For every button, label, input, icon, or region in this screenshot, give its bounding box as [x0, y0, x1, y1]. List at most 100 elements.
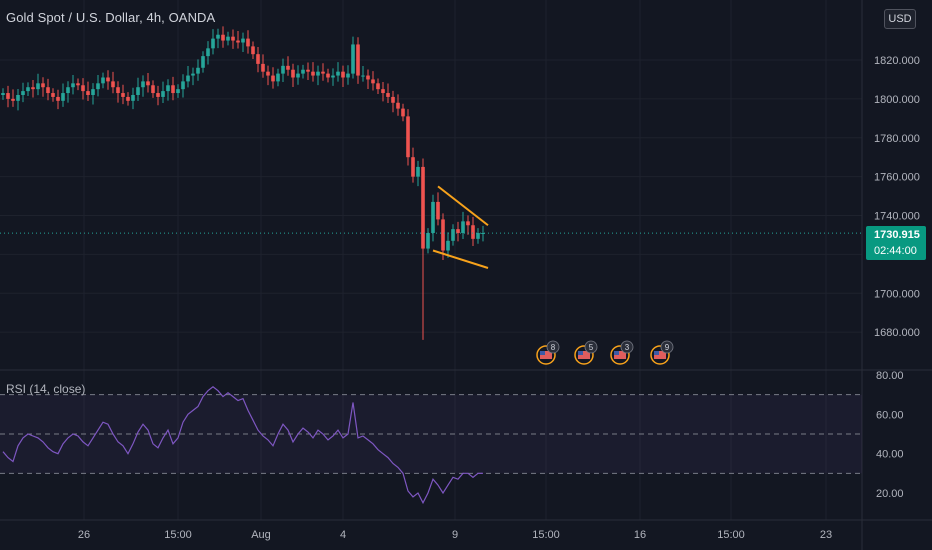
rsi-tick-label: 80.00 [876, 370, 904, 382]
flag-stripes [654, 351, 666, 359]
candle-body [451, 229, 455, 241]
candle-body [111, 81, 115, 88]
event-count-label: 5 [589, 343, 594, 352]
candle-body [231, 36, 235, 41]
candle-body [401, 108, 405, 117]
event-count-badge [546, 340, 560, 354]
event-count-label: 8 [551, 343, 556, 352]
economic-event-marker[interactable]: 8 [536, 340, 560, 365]
time-tick-label: 26 [78, 529, 90, 541]
event-count-badge [660, 340, 674, 354]
event-count-badge [584, 340, 598, 354]
last-price-badge: 1730.915 02:44:00 [866, 226, 926, 260]
candle-body [46, 87, 50, 94]
flag-canton [614, 351, 619, 355]
candle-body [256, 54, 260, 64]
event-count-badge [620, 340, 634, 354]
candle-body [266, 71, 270, 76]
time-tick-label: 9 [452, 529, 458, 541]
candle-body [441, 219, 445, 251]
candle-body [361, 75, 365, 77]
time-tick-label: 23 [820, 529, 832, 541]
candle-body [116, 87, 120, 94]
candle-body [406, 116, 410, 158]
event-count-label: 9 [665, 343, 670, 352]
candle-body [316, 71, 320, 76]
candle-body [246, 38, 250, 47]
candle-body [226, 36, 230, 41]
price-tick-label: 1680.000 [874, 327, 920, 339]
candle-body [471, 225, 475, 239]
flag-canton [654, 351, 659, 355]
candle-body [186, 75, 190, 82]
candle-body [456, 229, 460, 234]
candle-body [336, 71, 340, 76]
candle-body [216, 34, 220, 39]
candle-body [156, 93, 160, 97]
candle-body [76, 83, 80, 86]
currency-button[interactable]: USD [884, 9, 916, 29]
candle-body [31, 87, 35, 90]
triangle-lower-line [432, 249, 489, 269]
price-tick-label: 1700.000 [874, 288, 920, 300]
candle-body [376, 83, 380, 90]
candle-body [66, 87, 70, 94]
candle-body [346, 73, 350, 78]
economic-event-marker[interactable]: 9 [650, 340, 674, 365]
candle-body [146, 81, 150, 86]
candle-body [96, 83, 100, 90]
candle-body [446, 240, 450, 251]
price-tick-label: 1740.000 [874, 211, 920, 223]
price-tick-label: 1780.000 [874, 133, 920, 145]
candle-body [206, 48, 210, 57]
candle-body [331, 75, 335, 78]
candle-body [1, 93, 5, 95]
candle-body [391, 96, 395, 103]
candle-body [36, 83, 40, 90]
rsi-background-band [0, 394, 862, 474]
time-tick-label: 15:00 [164, 529, 192, 541]
candle-body [421, 166, 425, 249]
candle-body [56, 96, 60, 101]
candle-body [91, 89, 95, 95]
candle-body [121, 93, 125, 97]
candle-body [6, 93, 10, 99]
candle-body [141, 81, 145, 88]
candle-body [286, 65, 290, 70]
candle-body [51, 93, 55, 97]
candle-body [191, 73, 195, 76]
flag-canton [540, 351, 545, 355]
candle-body [161, 91, 165, 97]
candle-body [321, 71, 325, 74]
bar-countdown: 02:44:00 [874, 245, 917, 257]
rsi-indicator-label[interactable]: RSI (14, close) [6, 382, 86, 396]
candle-body [326, 73, 330, 78]
candle-body [281, 65, 285, 74]
candle-body [386, 93, 390, 97]
candle-body [41, 83, 45, 88]
candle-body [106, 77, 110, 82]
time-tick-label: 4 [340, 529, 346, 541]
candle-body [236, 40, 240, 43]
flag-stripes [578, 351, 590, 359]
candle-body [176, 89, 180, 94]
flag-canton [578, 351, 583, 355]
flag-stripes [614, 351, 626, 359]
candle-body [381, 89, 385, 94]
time-tick-label: 15:00 [532, 529, 560, 541]
rsi-tick-label: 20.00 [876, 488, 904, 500]
candle-body [196, 67, 200, 74]
candle-body [271, 75, 275, 82]
economic-event-marker[interactable]: 5 [574, 340, 598, 365]
candle-body [291, 69, 295, 78]
candle-body [301, 69, 305, 74]
candle-body [136, 87, 140, 95]
candle-body [81, 85, 85, 92]
price-tick-label: 1800.000 [874, 94, 920, 106]
candle-body [131, 94, 135, 101]
candle-body [251, 46, 255, 55]
candle-body [101, 77, 105, 84]
candle-body [126, 96, 130, 101]
economic-event-marker[interactable]: 3 [610, 340, 634, 365]
